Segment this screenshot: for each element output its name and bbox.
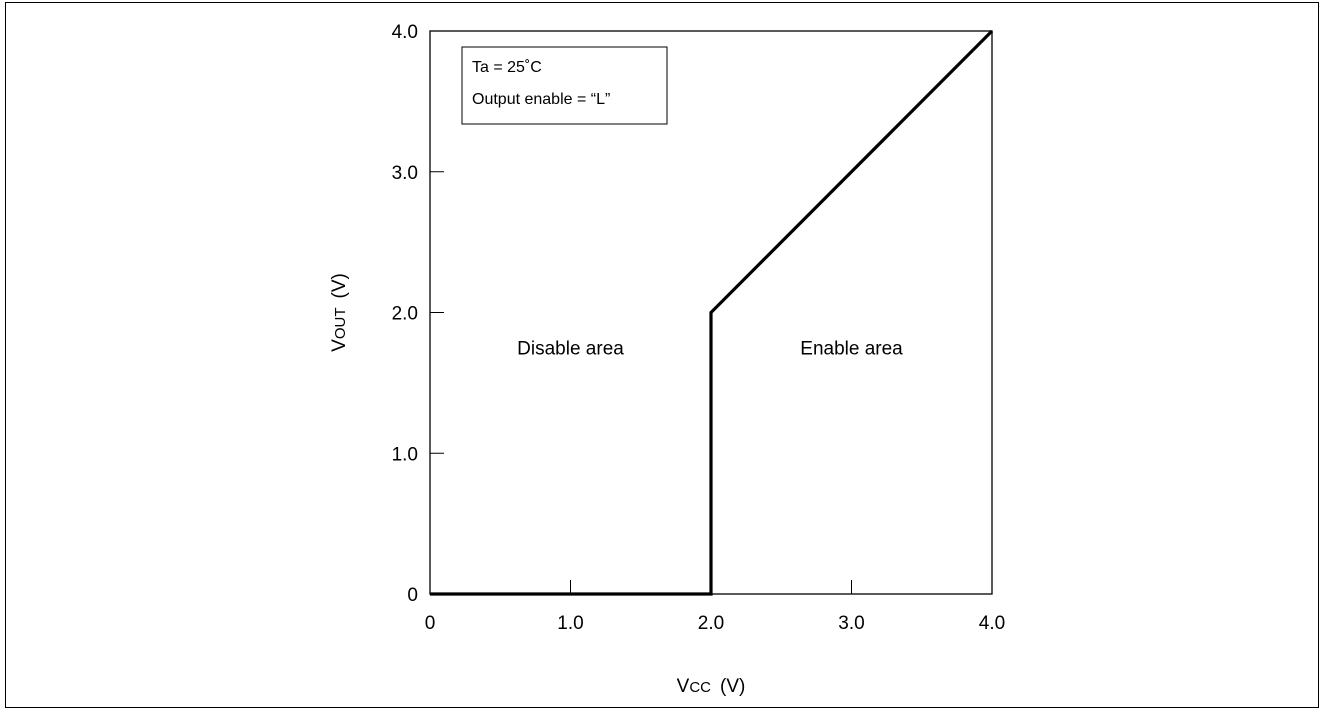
y-tick-label-0: 0 (407, 585, 418, 606)
x-tick-label-2: 2.0 (698, 613, 724, 634)
vout-series-line (430, 29, 994, 596)
x-tick-label-4: 4.0 (979, 613, 1005, 634)
x-tick-label-1: 1.0 (557, 613, 583, 634)
disable-area-label: Disable area (517, 339, 624, 360)
x-axis-label: VCC (V) (677, 676, 746, 697)
y-tick-label-2: 2.0 (392, 304, 418, 325)
y-axis-label-sub: OUT (332, 307, 349, 339)
legend-temperature: Ta = 25˚C (472, 59, 542, 76)
figure-frame (5, 2, 1319, 708)
y-axis-label: VOUT (V) (329, 273, 350, 352)
x-axis-label-main: V (677, 676, 690, 697)
x-tick-label-3: 3.0 (838, 613, 864, 634)
y-tick-label-3: 3.0 (392, 163, 418, 184)
x-axis-label-sub: CC (689, 679, 711, 696)
y-tick-label-4: 4.0 (392, 22, 418, 43)
legend-output-enable: Output enable = “L” (472, 91, 610, 108)
legend-border (461, 46, 668, 125)
x-axis-label-unit: (V) (720, 676, 745, 697)
y-axis-ticks (430, 171, 444, 454)
x-tick-label-0: 0 (425, 613, 436, 634)
condition-legend-box: Ta = 25˚C Output enable = “L” (461, 46, 668, 125)
x-axis-tick-labels: 0 1.0 2.0 3.0 4.0 (425, 613, 1006, 634)
y-axis-label-unit: (V) (329, 273, 350, 298)
enable-area-label: Enable area (800, 339, 903, 360)
y-tick-label-1: 1.0 (392, 444, 418, 465)
y-axis-label-main: V (329, 339, 350, 352)
y-axis-tick-labels: 0 1.0 2.0 3.0 4.0 (392, 22, 418, 606)
